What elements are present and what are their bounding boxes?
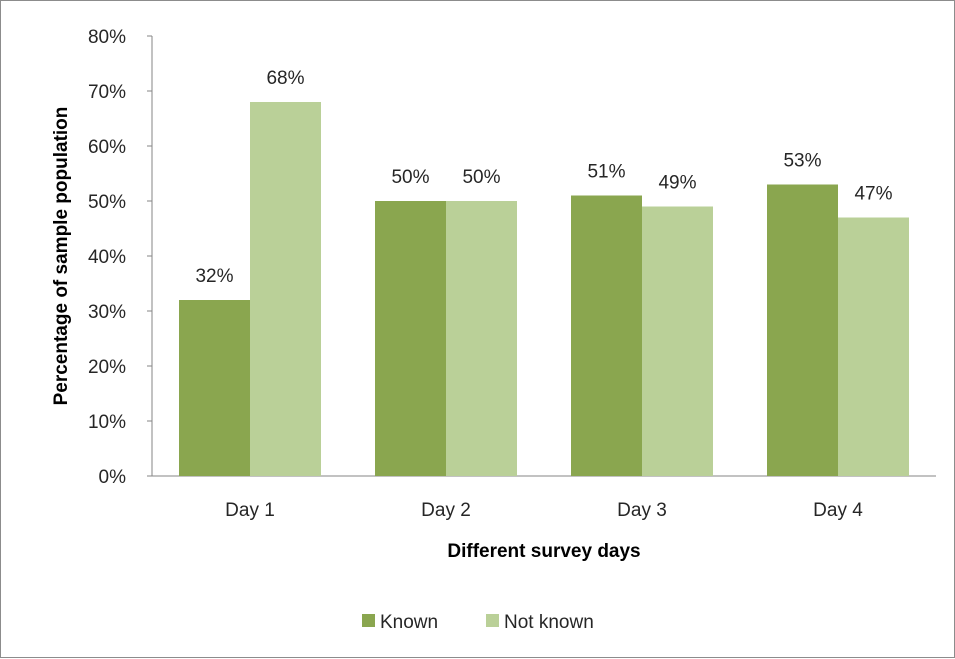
x-tick-label: Day 2 xyxy=(421,500,471,521)
y-tick-label: 30% xyxy=(88,302,126,323)
x-tick-label: Day 4 xyxy=(813,500,863,521)
y-tick-label: 20% xyxy=(88,357,126,378)
y-tick-label: 70% xyxy=(88,82,126,103)
x-tick-label: Day 1 xyxy=(225,500,275,521)
legend: Known Not known xyxy=(362,612,594,633)
bar-not-known xyxy=(642,206,713,476)
data-label: 68% xyxy=(266,68,304,89)
y-tick-label: 50% xyxy=(88,192,126,213)
bar-known xyxy=(571,195,642,476)
plot-area: 0% 10% 20% 30% 40% 50% 60% 70% 80% Day 1 32% 68% Day… xyxy=(88,27,936,521)
legend-swatch xyxy=(486,614,499,627)
data-label: 50% xyxy=(462,167,500,188)
y-axis-title: Percentage of sample population xyxy=(51,107,72,406)
x-axis-title: Different survey days xyxy=(447,541,640,562)
bar-not-known xyxy=(250,102,321,476)
bar-not-known xyxy=(446,201,517,476)
bar-known xyxy=(375,201,446,476)
bar-not-known xyxy=(838,217,909,476)
legend-label: Known xyxy=(380,612,438,633)
legend-label: Not known xyxy=(504,612,594,633)
data-label: 32% xyxy=(195,266,233,287)
x-tick-label: Day 3 xyxy=(617,500,667,521)
y-tick-label: 10% xyxy=(88,412,126,433)
data-label: 49% xyxy=(658,173,696,194)
data-label: 50% xyxy=(391,167,429,188)
data-label: 47% xyxy=(854,184,892,205)
y-tick-label: 60% xyxy=(88,137,126,158)
y-tick-label: 40% xyxy=(88,247,126,268)
bar-known xyxy=(179,300,250,476)
y-tick-label: 0% xyxy=(99,467,127,488)
legend-swatch xyxy=(362,614,375,627)
y-tick-label: 80% xyxy=(88,27,126,48)
bar-known xyxy=(767,184,838,476)
data-label: 53% xyxy=(783,151,821,172)
data-label: 51% xyxy=(587,162,625,183)
